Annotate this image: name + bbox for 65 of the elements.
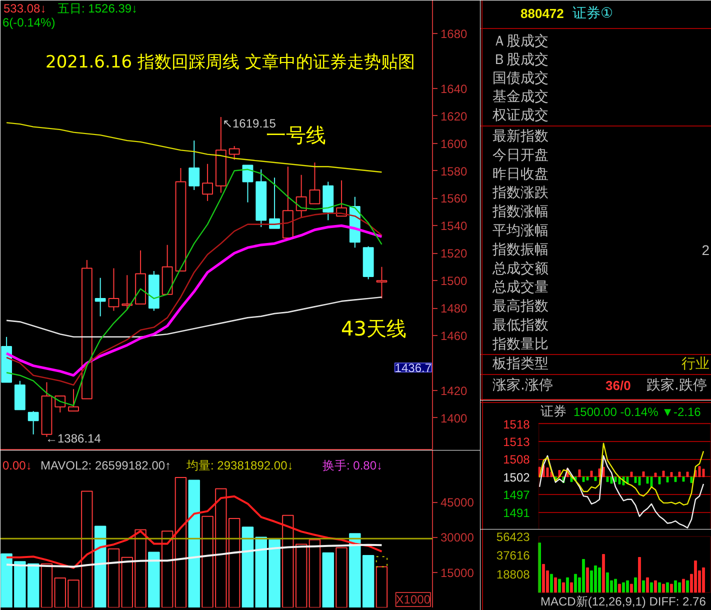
y-tick-label: 1513 <box>503 434 530 449</box>
text: MACD新(12,26,9,1) DIFF: 2.76 <box>540 594 706 608</box>
text: 指数量比 <box>492 336 548 352</box>
y-tick-label: 1500 <box>440 274 468 288</box>
annotation: 均量: 29381892.00↓ <box>186 458 294 472</box>
chart-title: 证券 <box>540 404 566 420</box>
y-tick-label: 1497 <box>503 488 530 502</box>
text: 指数涨跌 <box>492 185 548 202</box>
text: 总成交量 <box>492 280 548 296</box>
y-tick-label: 1580 <box>440 164 468 178</box>
text: 国债成交 <box>492 70 548 86</box>
text: 36/0 <box>606 378 631 393</box>
y-tick-label: 1480 <box>440 302 468 316</box>
y-tick-label: 1640 <box>440 82 468 96</box>
y-tick-label: 15000 <box>440 566 474 580</box>
series-label: 43天线 <box>340 316 406 340</box>
y-tick-label: 1620 <box>440 109 468 124</box>
annotation: 0.00↓ <box>2 458 32 472</box>
y-tick-label: 1560 <box>440 192 468 206</box>
text: Ａ股成交 <box>492 34 548 50</box>
y-tick-label: 18808 <box>496 567 530 582</box>
y-tick-label: 1502 <box>503 470 530 484</box>
text: 最新指数 <box>492 128 548 144</box>
y-tick-label: 37616 <box>496 548 530 563</box>
y-tick-label: 1420 <box>440 384 468 398</box>
text: 指数涨幅 <box>492 204 548 220</box>
text: 板指类型 <box>492 356 548 372</box>
text: 今日开盘 <box>492 147 548 164</box>
annotation: 533.08↓ <box>4 2 46 16</box>
annotation: 6(-0.14%) <box>2 16 56 30</box>
annotation: ←1386.14 <box>46 432 102 446</box>
y-tick-label: 1491 <box>503 506 530 520</box>
y-tick-label: 1600 <box>440 136 468 151</box>
text: 平均涨幅 <box>492 223 548 239</box>
annotation: ↖1619.15 <box>222 116 276 130</box>
text: 昨日收盘 <box>492 166 548 182</box>
text: 总成交额 <box>492 260 548 277</box>
y-tick-label: 1460 <box>440 329 468 344</box>
text: 权证成交 <box>492 108 548 124</box>
y-tick-label: 45000 <box>440 496 474 510</box>
y-tick-label: 1540 <box>440 219 468 234</box>
text: 最低指数 <box>492 318 548 334</box>
y-tick-label: 56423 <box>496 530 530 544</box>
text: 证券① <box>572 6 614 22</box>
y-tick-label: 1680 <box>440 26 468 41</box>
text: 最高指数 <box>492 298 548 315</box>
y-tick-label: 1400 <box>440 411 468 426</box>
text: 2021.6.16 指数回踩周线 文章中的证券走势贴图 <box>46 52 415 72</box>
text: 涨家.涨停 <box>492 378 553 394</box>
annotation: 五日: 1526.39↓ <box>58 2 138 16</box>
y-tick-label: 1520 <box>440 246 468 261</box>
text: 指数振幅 <box>492 242 548 258</box>
text: 2 <box>702 242 710 258</box>
y-tick-label: 30000 <box>440 530 474 545</box>
text: 行业 <box>682 356 710 372</box>
text: 1436.7 <box>394 361 432 375</box>
chart-subtitle: 1500.00 -0.14% ▼-2.16 <box>574 405 702 420</box>
y-tick-label: 1508 <box>503 452 530 467</box>
text: 880472 <box>520 6 564 21</box>
annotation: 换手: 0.80↓ <box>322 458 383 472</box>
y-tick-label: 1518 <box>503 417 530 432</box>
text: 基金成交 <box>492 89 548 105</box>
annotation: MAVOL2: 26599182.00↑ <box>40 458 172 472</box>
text: Ｂ股成交 <box>492 52 548 68</box>
text: 跌家.跌停 <box>646 378 707 394</box>
